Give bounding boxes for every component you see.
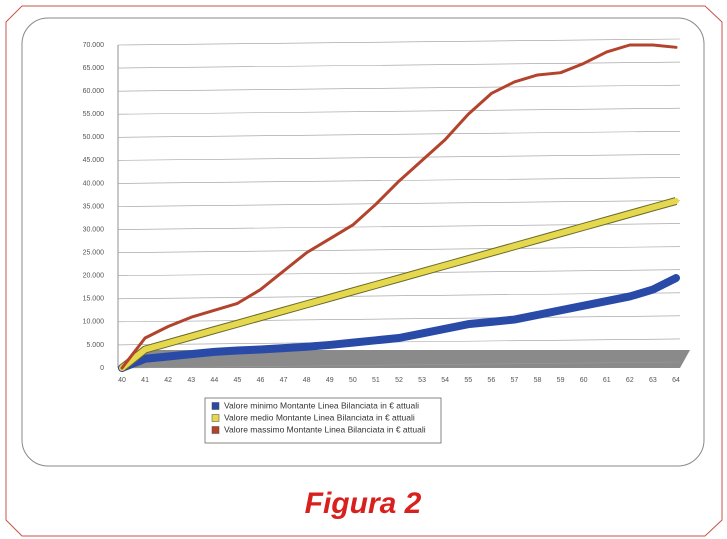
legend-label: Valore medio Montante Linea Bilanciata i… [224, 412, 415, 422]
y-tick-label: 70.000 [83, 42, 105, 49]
grid-line [117, 130, 681, 138]
grid-line [117, 315, 681, 323]
x-tick-label: 59 [557, 377, 565, 384]
x-tick-label: 64 [672, 377, 680, 384]
x-tick-label: 60 [580, 377, 588, 384]
y-tick-label: 55.000 [83, 111, 105, 118]
y-tick-label: 45.000 [83, 157, 105, 164]
caption: Figura 2 [305, 487, 422, 520]
legend-swatch [211, 402, 220, 410]
x-tick-label: 50 [349, 377, 357, 384]
grid-line [117, 269, 681, 277]
y-tick-label: 65.000 [83, 65, 105, 72]
legend-swatch [211, 426, 220, 434]
grid-line [117, 361, 681, 369]
grid-line [117, 200, 681, 207]
x-tick-label: 45 [234, 377, 242, 384]
y-tick-label: 40.000 [83, 180, 105, 187]
grid-line [117, 154, 681, 161]
y-tick-label: 15.000 [83, 296, 105, 303]
x-tick-label: 54 [441, 377, 449, 384]
x-tick-label: 53 [418, 377, 426, 384]
y-tick-label: 25.000 [83, 249, 105, 256]
y-tick-label: 5.000 [86, 342, 104, 349]
y-tick-label: 60.000 [83, 88, 105, 95]
y-tick-label: 20.000 [83, 273, 105, 280]
x-tick-label: 48 [303, 377, 311, 384]
grid-line [117, 38, 681, 46]
x-tick-label: 42 [164, 377, 172, 384]
x-tick-label: 58 [534, 377, 542, 384]
x-tick-label: 55 [464, 377, 472, 384]
grid-line [117, 84, 681, 92]
y-tick-label: 10.000 [83, 319, 105, 326]
x-tick-label: 49 [326, 377, 334, 384]
x-tick-label: 51 [372, 377, 380, 384]
x-tick-label: 52 [395, 377, 403, 384]
x-tick-label: 63 [649, 377, 657, 384]
series-line [118, 274, 680, 372]
x-tick-label: 41 [141, 377, 149, 384]
frame [5, 5, 723, 537]
legend-label: Valore massimo Montante Linea Bilanciata… [224, 424, 426, 434]
legend-swatch [211, 414, 220, 422]
legend-box [204, 397, 442, 444]
x-tick-label: 57 [511, 377, 519, 384]
y-tick-label: 35.000 [83, 203, 105, 210]
y-tick-label: 30.000 [83, 226, 105, 233]
x-tick-label: 62 [626, 377, 634, 384]
y-tick-label: 0 [100, 365, 104, 372]
x-tick-label: 44 [210, 377, 218, 384]
legend-label: Valore minimo Montante Linea Bilanciata … [224, 400, 419, 410]
x-tick-label: 61 [603, 377, 611, 384]
grid-line [117, 107, 681, 115]
series-line [119, 197, 679, 371]
grid-line [117, 292, 681, 300]
x-tick-label: 43 [187, 377, 195, 384]
x-tick-label: 46 [257, 377, 265, 384]
y-tick-label: 50.000 [83, 134, 105, 141]
x-tick-label: 40 [118, 377, 126, 384]
x-tick-label: 56 [487, 377, 495, 384]
grid-line [117, 246, 681, 253]
series-line [120, 43, 678, 370]
x-tick-label: 47 [280, 377, 288, 384]
